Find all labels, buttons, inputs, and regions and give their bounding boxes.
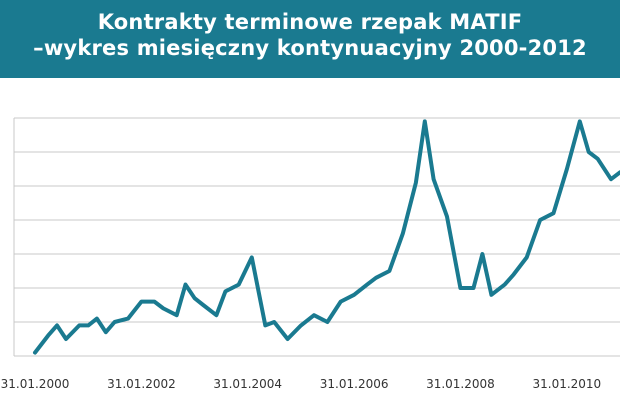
x-tick-label: 31.01.2008: [426, 377, 495, 391]
line-chart: 31.01.2000 31.01.2002 31.01.2004 31.01.2006…: [1, 117, 620, 391]
grid-lines: [13, 117, 620, 357]
series-line: [33, 119, 620, 355]
chart-title: Kontrakty terminowe rzepak MATIF: [97, 10, 523, 34]
x-axis-tick-labels: 31.01.2000 31.01.2002 31.01.2004 31.01.2006…: [1, 377, 602, 391]
x-tick-label: 31.01.2000: [1, 377, 70, 391]
chart-header: Kontrakty terminowe rzepak MATIF –wykres…: [0, 0, 620, 78]
chart-area: 31.01.2000 31.01.2002 31.01.2004 31.01.2006…: [0, 78, 620, 413]
x-tick-label: 31.01.2004: [213, 377, 282, 391]
x-tick-label: 31.01.2010: [532, 377, 601, 391]
x-tick-label: 31.01.2002: [107, 377, 176, 391]
x-tick-label: 31.01.2006: [320, 377, 389, 391]
chart-subtitle: –wykres miesięczny kontynuacyjny 2000-20…: [33, 36, 587, 60]
series-lines: [33, 119, 620, 355]
